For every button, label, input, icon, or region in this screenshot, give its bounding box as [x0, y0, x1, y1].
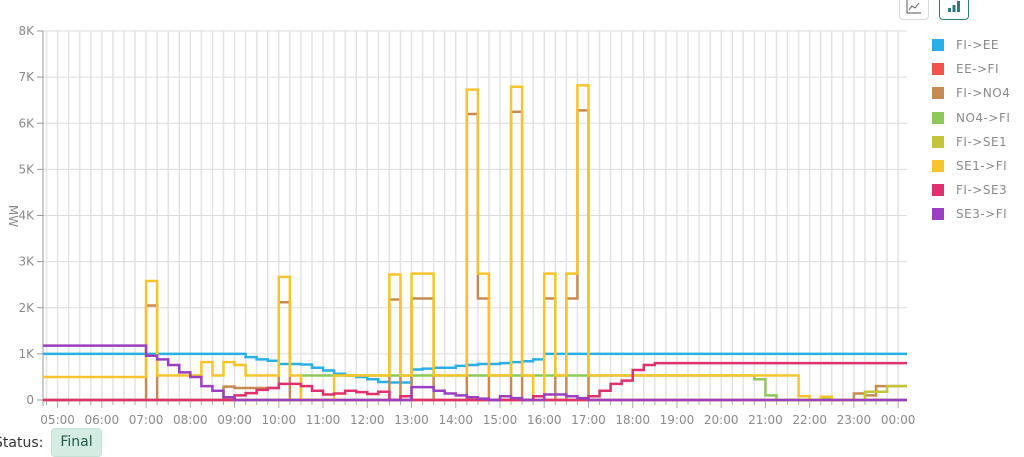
- series-line-fi-se3: [43, 361, 907, 402]
- x-tick-label: 13:00: [394, 413, 429, 427]
- series-line-fi-no4: [43, 109, 907, 402]
- legend-swatch-icon: [932, 111, 944, 124]
- bar-chart-button[interactable]: [939, 0, 969, 20]
- legend-item[interactable]: FI->SE3: [932, 178, 1010, 202]
- y-tick-label: 2K: [18, 301, 35, 315]
- x-tick-label: 10:00: [262, 413, 297, 427]
- series-line-fi-ee: [43, 352, 907, 384]
- legend-swatch-icon: [932, 87, 944, 100]
- x-tick-label: 12:00: [350, 413, 385, 427]
- chart-series: [43, 84, 907, 402]
- status-label: Status:: [0, 434, 44, 451]
- y-tick-label: 0: [26, 393, 34, 407]
- line-chart-button[interactable]: [899, 0, 929, 20]
- legend-item[interactable]: NO4->FI: [932, 106, 1010, 130]
- line-chart-icon: [906, 0, 921, 14]
- series-line-se1-fi: [43, 84, 854, 402]
- y-tick-label: 1K: [18, 347, 35, 361]
- x-tick-label: 06:00: [85, 413, 120, 427]
- bar-chart-icon: [948, 1, 960, 12]
- legend-item[interactable]: EE->FI: [932, 57, 1010, 81]
- y-tick-label: 5K: [18, 162, 35, 176]
- legend-label: NO4->FI: [956, 110, 1011, 125]
- x-tick-label: 09:00: [217, 413, 252, 427]
- x-tick-label: 14:00: [438, 413, 473, 427]
- legend-label: FI->SE3: [956, 183, 1008, 198]
- legend-label: EE->FI: [956, 62, 999, 77]
- legend-item[interactable]: SE1->FI: [932, 154, 1010, 178]
- x-tick-label: 07:00: [129, 413, 164, 427]
- legend-swatch-icon: [932, 208, 944, 221]
- x-tick-label: 05:00: [40, 413, 75, 427]
- x-tick-label: 21:00: [748, 413, 783, 427]
- status-badge: Final: [51, 428, 102, 457]
- x-tick-label: 16:00: [527, 413, 562, 427]
- legend-item[interactable]: SE3->FI: [932, 202, 1010, 226]
- chart-legend: FI->EE EE->FI FI->NO4 NO4->FI FI->SE1 SE1->FI…: [932, 33, 1010, 227]
- legend-swatch-icon: [932, 135, 944, 148]
- y-tick-label: 6K: [18, 116, 35, 130]
- legend-label: FI->SE1: [956, 134, 1008, 149]
- legend-label: SE3->FI: [956, 207, 1008, 222]
- x-tick-label: 18:00: [615, 413, 650, 427]
- x-tick-label: 23:00: [837, 413, 872, 427]
- chart-grid: [43, 30, 907, 401]
- x-tick-label: 22:00: [792, 413, 827, 427]
- x-tick-label: 00:00: [881, 413, 916, 427]
- x-tick-label: 15:00: [483, 413, 518, 427]
- y-tick-label: 3K: [18, 255, 35, 269]
- y-tick-label: 8K: [18, 24, 35, 38]
- y-tick-label: 7K: [18, 70, 35, 84]
- legend-label: FI->EE: [956, 38, 999, 53]
- series-line-se3-fi: [43, 344, 907, 402]
- legend-item[interactable]: FI->EE: [932, 33, 1010, 57]
- legend-item[interactable]: FI->NO4: [932, 81, 1010, 105]
- legend-swatch-icon: [932, 160, 944, 173]
- x-tick-label: 17:00: [571, 413, 606, 427]
- x-tick-label: 20:00: [704, 413, 739, 427]
- legend-item[interactable]: FI->SE1: [932, 130, 1010, 154]
- chart-type-toolbar: [899, 0, 969, 20]
- status-row: Status: Final: [0, 428, 102, 457]
- legend-swatch-icon: [932, 184, 944, 197]
- legend-label: FI->NO4: [956, 86, 1011, 101]
- y-tick-label: 4K: [18, 209, 35, 223]
- x-tick-label: 11:00: [306, 413, 341, 427]
- legend-swatch-icon: [932, 39, 944, 52]
- legend-label: SE1->FI: [956, 159, 1008, 174]
- y-axis-label: MW: [6, 205, 20, 227]
- x-tick-label: 19:00: [660, 413, 695, 427]
- legend-swatch-icon: [932, 63, 944, 76]
- x-tick-label: 08:00: [173, 413, 208, 427]
